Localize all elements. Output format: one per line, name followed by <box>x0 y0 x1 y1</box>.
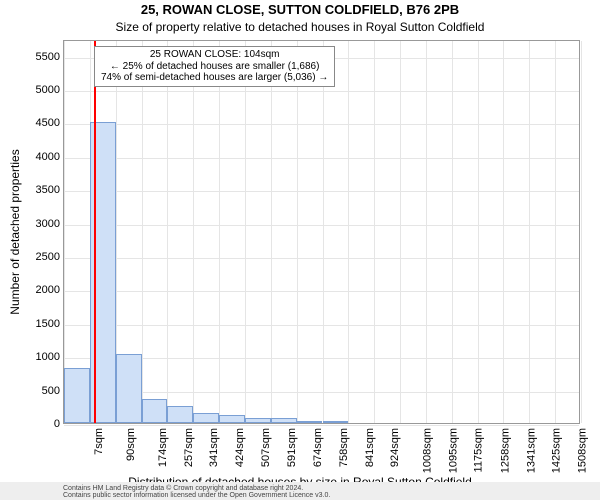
histogram-bar <box>245 418 271 423</box>
histogram-bar <box>116 354 142 423</box>
gridline-vertical <box>581 41 582 423</box>
gridline-vertical <box>348 41 349 423</box>
y-tick-label: 5000 <box>10 84 60 96</box>
gridline-vertical <box>245 41 246 423</box>
y-tick-label: 500 <box>10 385 60 397</box>
histogram-bar <box>219 415 245 423</box>
annotation-box: 25 ROWAN CLOSE: 104sqm ← 25% of detached… <box>94 46 335 87</box>
y-tick-label: 2000 <box>10 284 60 296</box>
gridline-horizontal <box>64 425 579 426</box>
gridline-vertical <box>142 41 143 423</box>
x-tick-label: 1508sqm <box>577 428 589 473</box>
y-tick-label: 3500 <box>10 184 60 196</box>
x-tick-label: 758sqm <box>338 428 350 467</box>
y-tick-label: 4500 <box>10 117 60 129</box>
y-tick-label: 2500 <box>10 251 60 263</box>
page-title: 25, ROWAN CLOSE, SUTTON COLDFIELD, B76 2… <box>0 2 600 17</box>
histogram-bar <box>297 421 323 423</box>
annotation-line-1: 25 ROWAN CLOSE: 104sqm <box>101 49 328 61</box>
gridline-vertical <box>167 41 168 423</box>
footer-attribution: Contains HM Land Registry data © Crown c… <box>63 485 580 500</box>
x-tick-label: 174sqm <box>157 428 169 467</box>
histogram-bar <box>142 399 168 423</box>
page-subtitle: Size of property relative to detached ho… <box>0 20 600 34</box>
x-tick-label: 341sqm <box>209 428 221 467</box>
gridline-vertical <box>297 41 298 423</box>
y-tick-label: 0 <box>10 418 60 430</box>
histogram-bar <box>271 418 297 423</box>
y-tick-label: 1000 <box>10 351 60 363</box>
histogram-bar <box>64 368 90 423</box>
gridline-vertical <box>219 41 220 423</box>
x-tick-label: 841sqm <box>364 428 376 467</box>
y-tick-label: 5500 <box>10 51 60 63</box>
x-tick-label: 674sqm <box>312 428 324 467</box>
chart-plot-area <box>63 40 580 424</box>
gridline-vertical <box>64 41 65 423</box>
gridline-vertical <box>452 41 453 423</box>
gridline-vertical <box>529 41 530 423</box>
gridline-vertical <box>503 41 504 423</box>
x-tick-label: 507sqm <box>260 428 272 467</box>
x-tick-label: 1095sqm <box>447 428 459 473</box>
x-tick-label: 1008sqm <box>421 428 433 473</box>
footer-line-2: Contains public sector information licen… <box>63 492 580 500</box>
gridline-vertical <box>555 41 556 423</box>
histogram-bar <box>323 421 349 423</box>
x-tick-label: 591sqm <box>286 428 298 467</box>
gridline-vertical <box>374 41 375 423</box>
x-tick-label: 424sqm <box>234 428 246 467</box>
gridline-vertical <box>323 41 324 423</box>
histogram-bar <box>167 406 193 423</box>
x-tick-label: 90sqm <box>125 428 137 461</box>
footer-line-1: Contains HM Land Registry data © Crown c… <box>63 485 580 493</box>
annotation-line-2: ← 25% of detached houses are smaller (1,… <box>101 61 328 73</box>
gridline-vertical <box>193 41 194 423</box>
y-tick-label: 3000 <box>10 218 60 230</box>
x-tick-label: 1341sqm <box>525 428 537 473</box>
annotation-line-3: 74% of semi-detached houses are larger (… <box>101 72 328 84</box>
gridline-vertical <box>271 41 272 423</box>
x-tick-label: 1175sqm <box>472 428 484 472</box>
y-tick-label: 4000 <box>10 151 60 163</box>
histogram-bar <box>193 413 219 423</box>
x-tick-label: 1258sqm <box>499 428 511 473</box>
y-tick-label: 1500 <box>10 318 60 330</box>
gridline-vertical <box>478 41 479 423</box>
property-marker-line <box>94 41 96 423</box>
x-tick-label: 257sqm <box>183 428 195 467</box>
gridline-vertical <box>426 41 427 423</box>
x-tick-label: 1425sqm <box>551 428 563 473</box>
x-tick-label: 7sqm <box>93 428 105 455</box>
x-tick-label: 924sqm <box>389 428 401 467</box>
gridline-vertical <box>400 41 401 423</box>
